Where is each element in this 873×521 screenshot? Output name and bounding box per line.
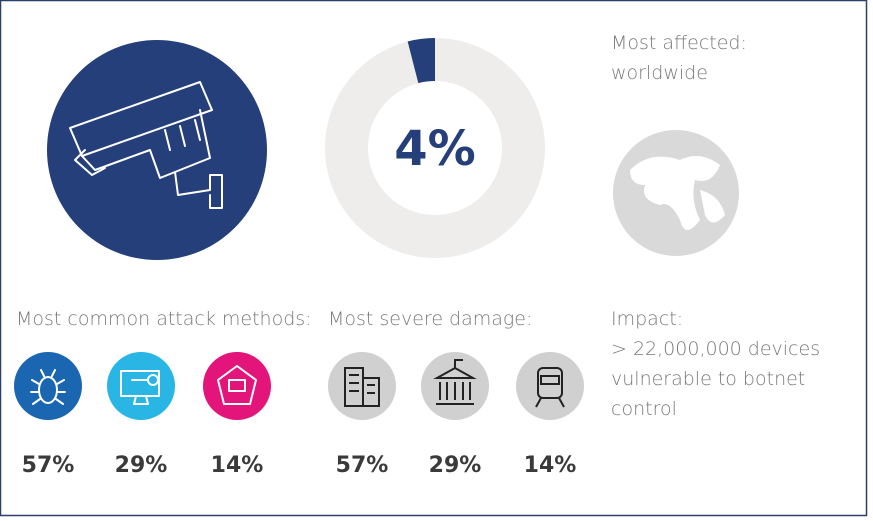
impact-title: Impact: [611, 308, 683, 330]
affected-title: Most affected: [611, 32, 747, 54]
office-icon [328, 352, 396, 420]
damage-percent: 29% [429, 453, 482, 478]
damage-percent: 57% [336, 453, 389, 478]
impact-line: > 22,000,000 devices [611, 338, 820, 360]
headline-value: 4% [394, 121, 476, 177]
impact-line: vulnerable to botnet [611, 368, 805, 390]
donut-slice [407, 38, 436, 84]
impact-line: control [611, 398, 677, 420]
globe-icon [611, 128, 741, 258]
network-icon [203, 352, 271, 420]
camera-badge [47, 40, 267, 260]
bank-icon [421, 352, 489, 420]
train-icon [516, 352, 584, 420]
attack-percent: 29% [115, 453, 168, 478]
affected-text: worldwide [611, 62, 708, 84]
damage-title: Most severe damage: [328, 308, 532, 330]
computer-icon [107, 352, 175, 420]
bug-icon [14, 352, 82, 420]
attack-title: Most common attack methods: [16, 308, 312, 330]
attack-percent: 14% [211, 453, 264, 478]
damage-percent: 14% [524, 453, 577, 478]
attack-percent: 57% [22, 453, 75, 478]
